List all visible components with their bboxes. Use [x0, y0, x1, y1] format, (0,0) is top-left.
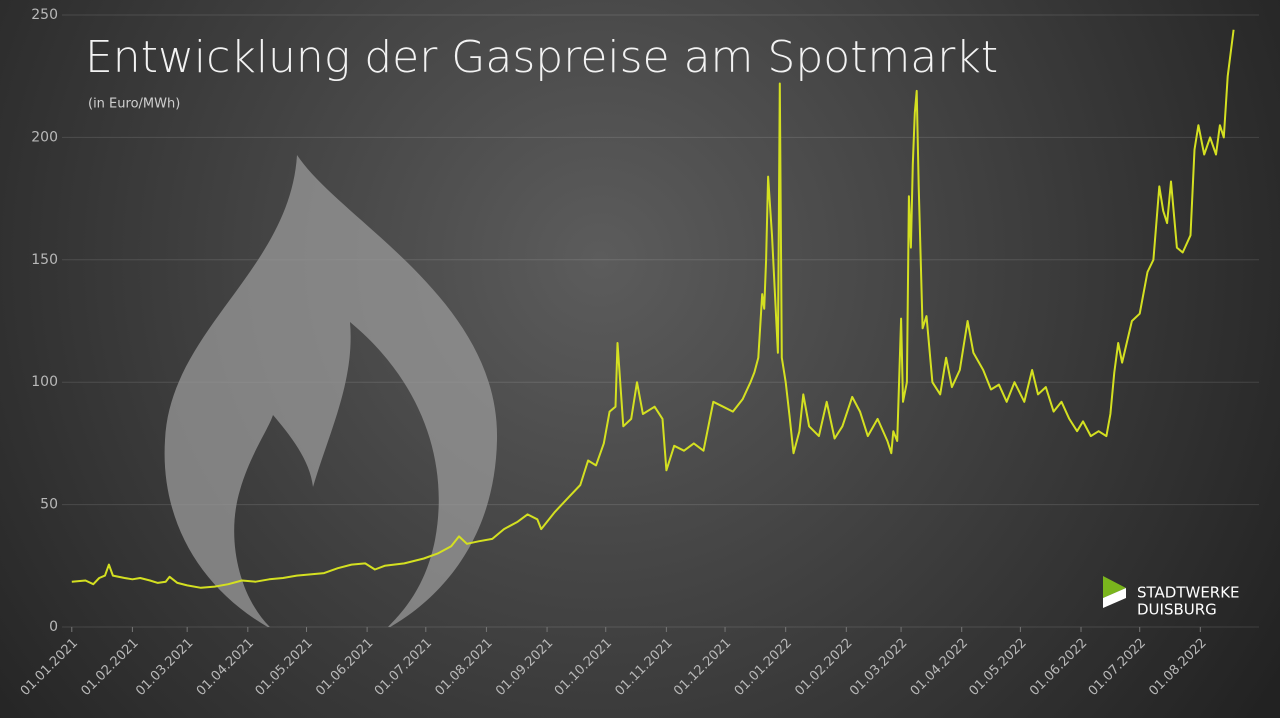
price-line [71, 29, 1235, 589]
logo-mark-white [1103, 588, 1126, 608]
y-tick-label: 250 [31, 7, 58, 23]
logo-text: DUISBURG [1137, 601, 1217, 619]
logo-text: STADTWERKE [1137, 584, 1240, 602]
logo-mark-green [1103, 576, 1126, 598]
flame-icon [164, 155, 498, 627]
chart-subtitle: (in Euro/MWh) [88, 97, 180, 112]
y-tick-label: 50 [40, 497, 58, 513]
y-tick-label: 0 [49, 619, 58, 635]
logo: STADTWERKE DUISBURG [1103, 576, 1240, 619]
y-tick-label: 200 [31, 129, 58, 145]
y-tick-label: 100 [31, 374, 58, 390]
y-tick-label: 150 [31, 252, 58, 268]
chart-title: Entwicklung der Gaspreise am Spotmarkt [85, 32, 998, 83]
